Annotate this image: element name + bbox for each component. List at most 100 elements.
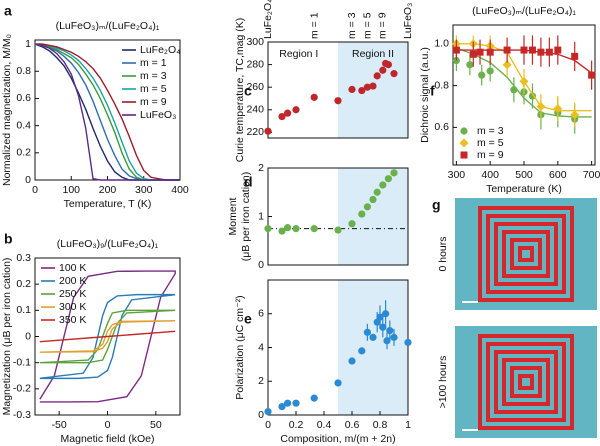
point (384, 175, 392, 183)
x-tick-label: 400 (481, 169, 499, 181)
image-label: >100 hours (437, 356, 449, 409)
point (369, 333, 377, 341)
y-tick-label: 220 (246, 126, 264, 138)
y-tick-label: 2 (258, 375, 264, 387)
point (348, 85, 356, 94)
legend-label: 100 K (59, 262, 86, 274)
x-tick-label: 0.2 (289, 419, 304, 431)
point (466, 61, 474, 69)
y-tick-label: 1 (25, 38, 31, 50)
x-tick-label: 0 (105, 419, 111, 431)
y-tick-label: 0 (258, 409, 264, 421)
point (452, 56, 460, 65)
panel-letter: e (244, 311, 252, 327)
panel-letter: g (432, 197, 441, 213)
point (554, 46, 562, 54)
legend-label: 250 K (59, 288, 86, 300)
region-label: Region II (352, 48, 394, 60)
top-label: m = 5 (362, 12, 374, 39)
y-tick-label: -0.1 (13, 356, 31, 368)
legend-label: 350 K (59, 314, 86, 326)
point (292, 106, 300, 114)
x-tick-label: 400 (171, 184, 189, 196)
point (588, 71, 596, 79)
point (545, 48, 553, 56)
point (373, 72, 381, 80)
point (390, 333, 398, 341)
panel-letter: c (244, 83, 252, 99)
pattern (478, 334, 574, 430)
point (278, 402, 286, 411)
x-tick-label: 300 (448, 169, 466, 181)
point (284, 399, 292, 407)
point (264, 225, 272, 233)
legend-label: LuFeO₃ (140, 109, 176, 121)
y-tick-label: 240 (246, 104, 264, 116)
y-tick-label: 0 (25, 330, 31, 342)
point (358, 86, 366, 95)
legend-label: m = 3 (140, 70, 167, 82)
point (383, 337, 391, 345)
y-tick-label: -0.3 (13, 409, 31, 421)
y-axis-label: Normalized magnetization, M/M₀ (1, 34, 13, 186)
x-tick-label: 600 (549, 169, 567, 181)
point (348, 220, 356, 228)
point (404, 338, 412, 347)
x-tick-label: 500 (515, 169, 533, 181)
x-axis-label: Composition, m/(m + 2n) (280, 433, 395, 445)
legend-swatch (460, 127, 468, 135)
y-axis-label: Magnetization (μB per iron cation) (1, 258, 13, 416)
point (478, 71, 486, 79)
point (570, 110, 580, 120)
panel-letter: b (4, 231, 13, 247)
x-tick-label: 100 (62, 184, 80, 196)
point (503, 46, 511, 54)
shaded-region (338, 168, 408, 265)
point (284, 109, 292, 117)
point (278, 227, 286, 235)
point (510, 86, 518, 94)
point (310, 93, 318, 101)
line (35, 43, 180, 181)
legend-label: m = 9 (140, 96, 167, 108)
y-axis-label: Polarization (μC cm⁻²) (234, 295, 246, 399)
y-tick-label: 0 (258, 259, 264, 271)
y-tick-label: 4 (258, 341, 264, 353)
y-axis-label: Dichroic signal (a.u.) (419, 47, 431, 143)
image-label: 0 hours (437, 236, 449, 271)
point (369, 82, 377, 90)
point (334, 226, 342, 234)
point (384, 60, 392, 69)
legend-label: m = 5 (140, 83, 167, 95)
y-axis-label: Moment (227, 197, 239, 235)
chart-title: (LuFeO₃)ₘ/(LuFe₂O₄)₁ (56, 20, 160, 32)
y-tick-label: 0.8 (16, 65, 31, 77)
point (382, 310, 390, 318)
x-tick-label: -50 (52, 419, 67, 431)
legend-label: m = 3 (477, 125, 504, 137)
point (348, 357, 356, 365)
point (390, 70, 398, 78)
region-label: Region I (279, 48, 318, 60)
panel-letter: d (244, 174, 253, 190)
x-axis-label: Temperature, T (K) (64, 198, 152, 210)
x-tick-label: 0 (32, 184, 38, 196)
legend-swatch (460, 151, 468, 159)
point (292, 225, 300, 233)
legend-label: m = 1 (140, 57, 167, 69)
point (278, 112, 286, 121)
point (363, 203, 371, 211)
point (358, 347, 366, 355)
point (264, 127, 272, 135)
y-tick-label: 6 (258, 308, 264, 320)
legend-label: m = 5 (477, 137, 504, 149)
line (34, 43, 180, 181)
point (486, 48, 494, 56)
point (284, 224, 292, 232)
legend-label: 300 K (59, 301, 86, 313)
legend-swatch (459, 138, 469, 148)
point (537, 48, 545, 56)
x-tick-label: 1 (405, 419, 411, 431)
point (334, 97, 342, 105)
y-tick-label: 0.4 (16, 119, 31, 131)
